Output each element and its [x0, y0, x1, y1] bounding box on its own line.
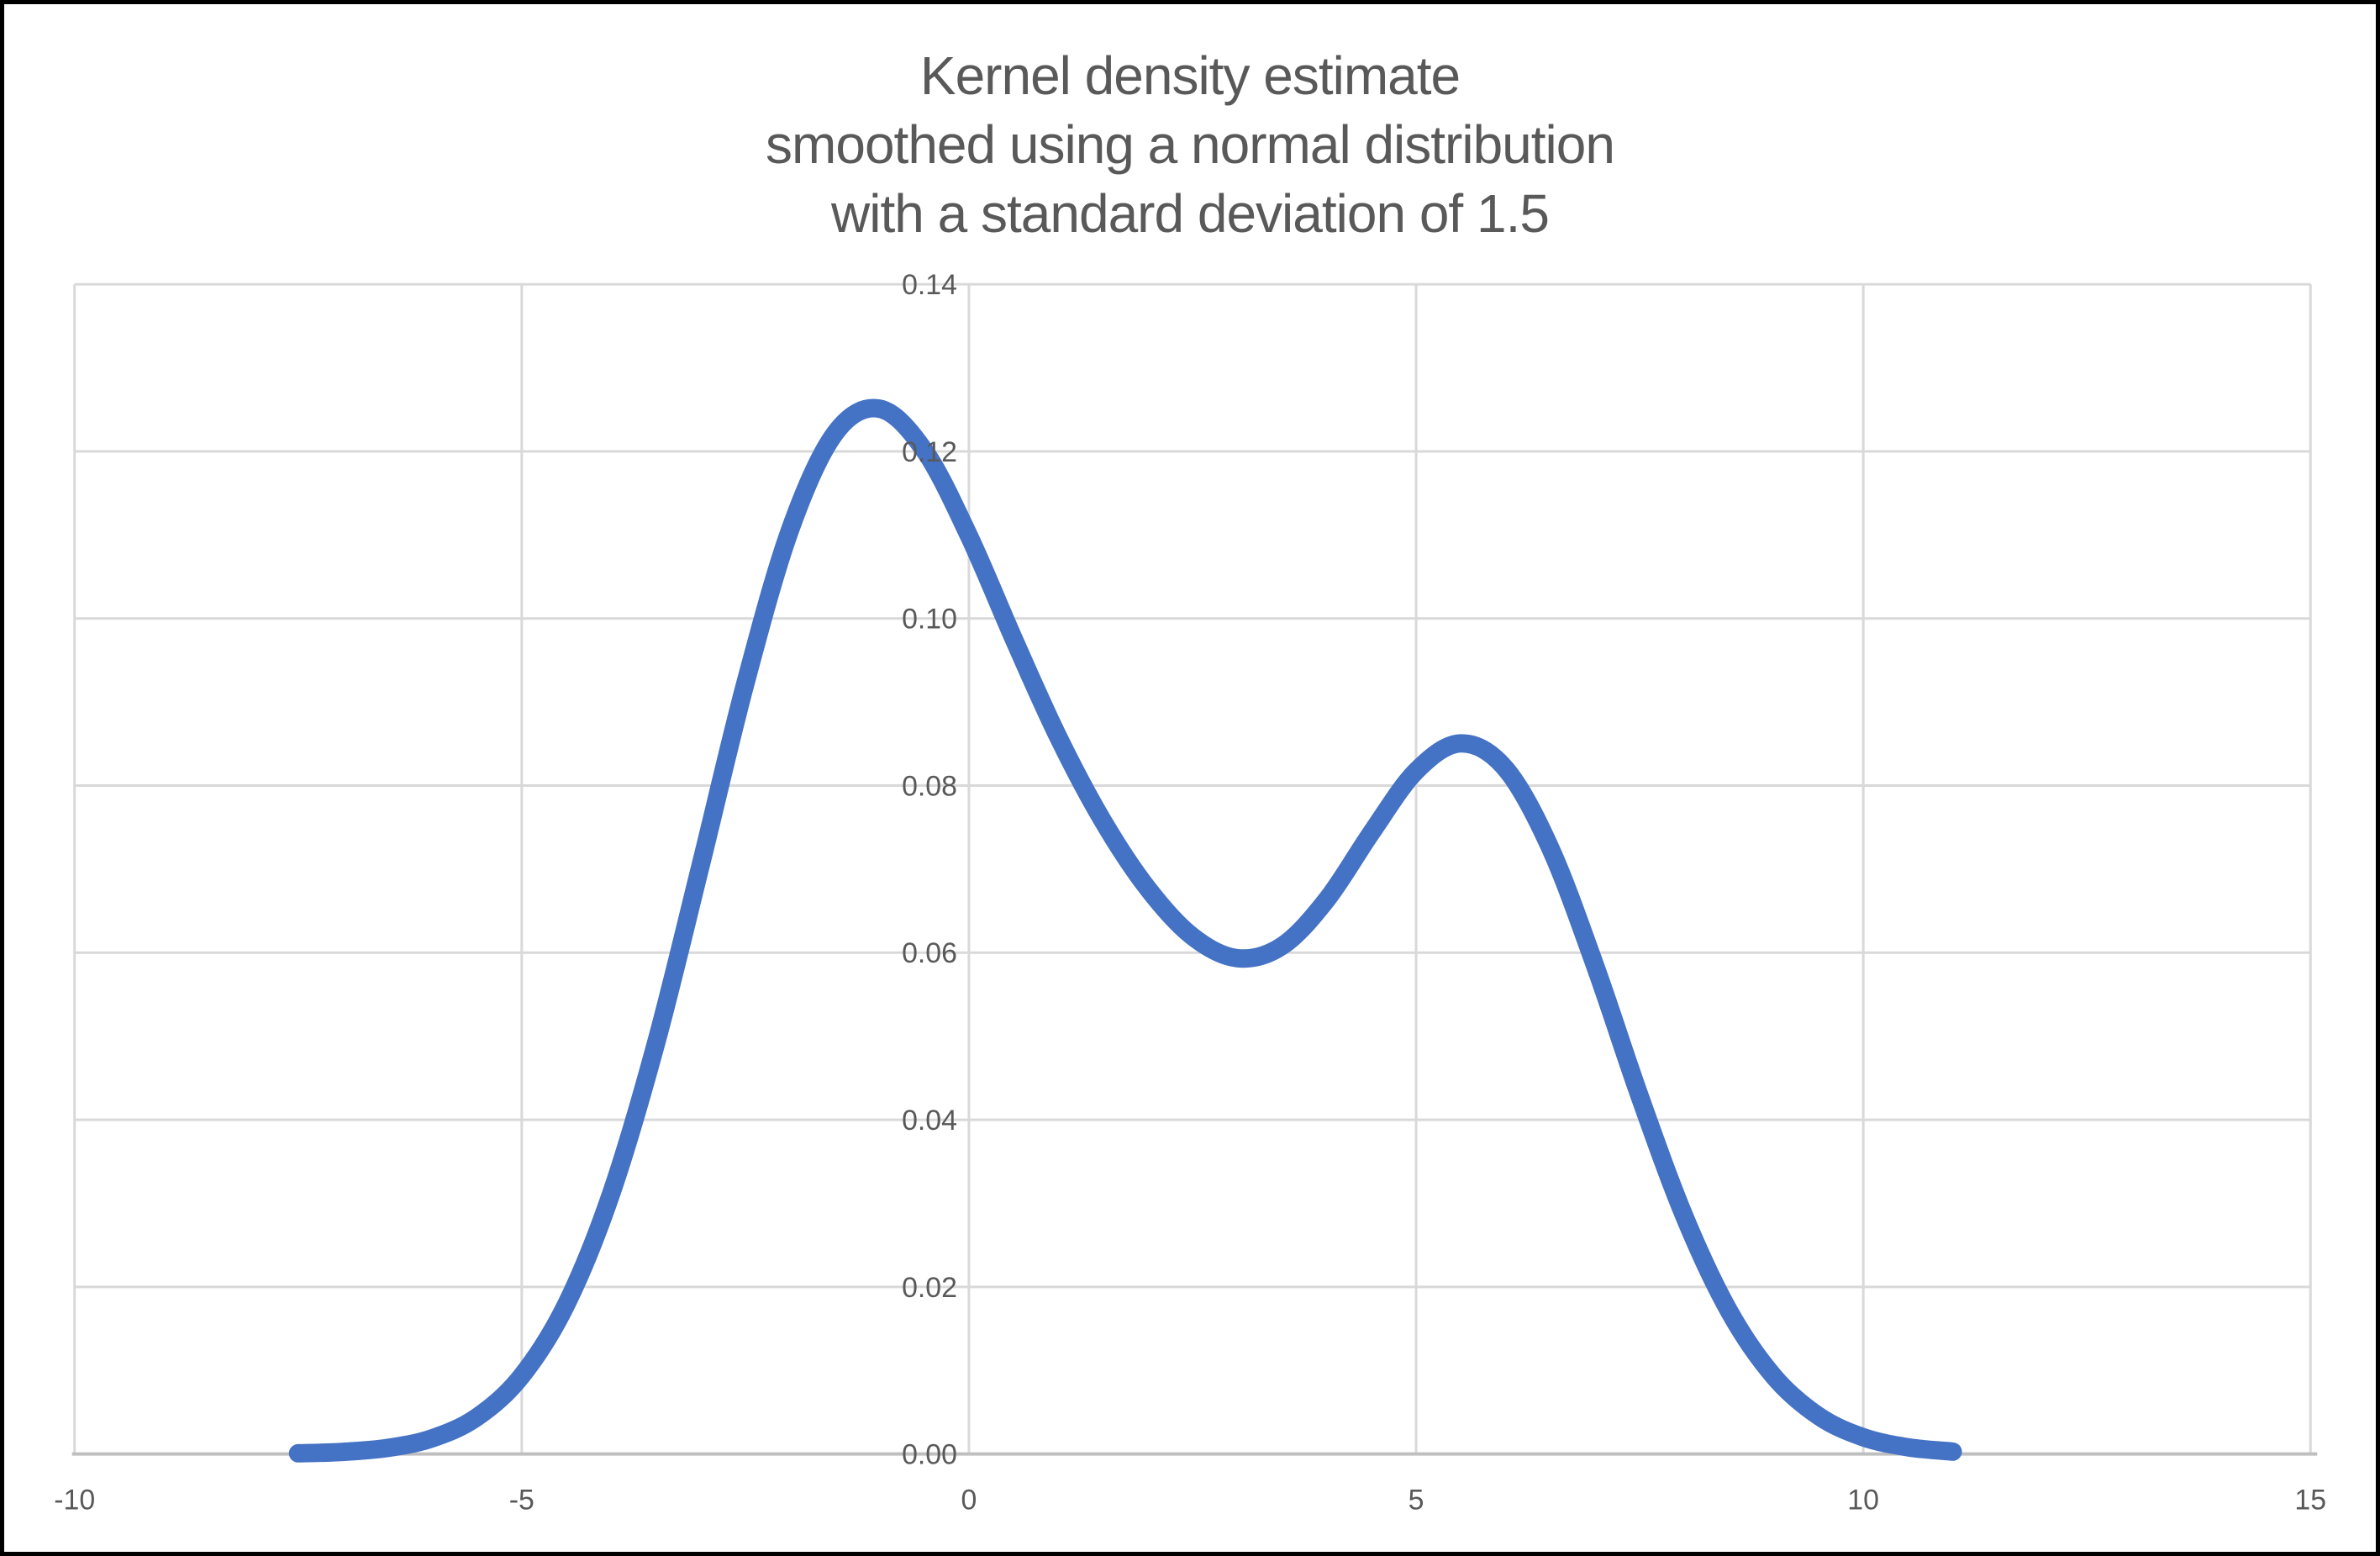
- y-tick-label: 0.12: [902, 436, 957, 468]
- y-tick-label: 0.04: [902, 1105, 957, 1137]
- x-tick-label: 0: [961, 1484, 977, 1516]
- y-tick-label: 0.00: [902, 1439, 957, 1471]
- y-tick-label: 0.02: [902, 1272, 957, 1304]
- x-tick-label: 5: [1409, 1484, 1424, 1516]
- y-tick-label: 0.06: [902, 937, 957, 969]
- x-tick-label: 10: [1847, 1484, 1879, 1516]
- y-tick-label: 0.08: [902, 770, 957, 802]
- kde-series: [288, 398, 1962, 1463]
- h-gridlines: [74, 282, 2311, 1289]
- y-tick-labels: 0.00 0.02 0.04 0.06 0.08 0.10 0.12 0.14: [902, 269, 957, 1470]
- v-gridlines: [73, 284, 2312, 1454]
- x-tick-labels: -10 -5 0 5 10 15: [54, 1484, 2326, 1516]
- x-tick-label: 15: [2294, 1484, 2326, 1516]
- y-tick-label: 0.14: [902, 269, 957, 301]
- chart-svg: 0.00 0.02 0.04 0.06 0.08 0.10 0.12 0.14 -10 -5 0 5…: [54, 269, 2326, 1516]
- x-tick-label: -5: [509, 1484, 534, 1516]
- kde-curve: [288, 398, 1962, 1463]
- y-tick-label: 0.10: [902, 604, 957, 636]
- x-tick-label: -10: [54, 1484, 95, 1516]
